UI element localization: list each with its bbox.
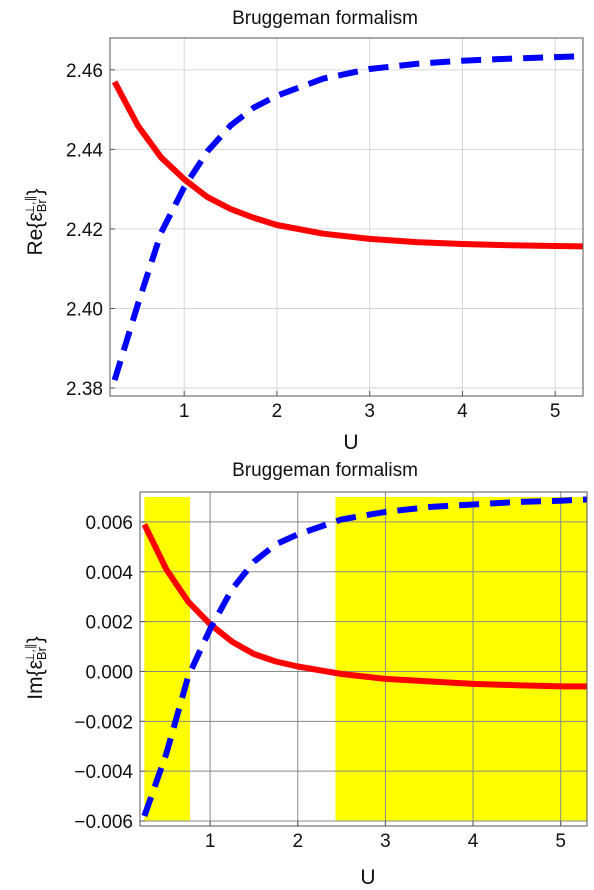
x-tick-label: 5 <box>550 401 561 422</box>
x-tick-label: 2 <box>292 831 303 852</box>
y-tick-label: 0.004 <box>85 563 133 584</box>
y-tick-label: 2.42 <box>66 220 103 241</box>
y-tick-label: 2.46 <box>66 61 103 82</box>
x-tick-label: 4 <box>457 401 468 422</box>
shaded-region <box>335 496 587 822</box>
series-line-blue <box>111 53 584 381</box>
y-axis-label: Im{εBr⊥,∥} <box>23 636 49 700</box>
x-axis-label: U <box>360 866 375 889</box>
x-tick-label: 5 <box>555 831 566 852</box>
y-tick-label: −0.006 <box>74 812 133 833</box>
x-tick-label: 1 <box>179 401 190 422</box>
y-tick-label: 0.002 <box>85 613 133 634</box>
y-tick-label: −0.002 <box>74 712 133 733</box>
chart-imaginary-part: Bruggeman formalism 1 2 3 4 5 −0.006 −0.004 −0.… <box>23 460 588 889</box>
chart-title: Bruggeman formalism <box>232 8 418 29</box>
y-tick-label: 2.44 <box>66 140 103 161</box>
chart-real-part: Bruggeman formalism 1 2 3 4 5 2.38 2.40 2.42 2.4… <box>23 8 584 454</box>
plot-frame <box>109 37 584 397</box>
x-tick-label: 1 <box>205 831 216 852</box>
y-tick-label: 0.000 <box>85 662 133 683</box>
y-tick-label: 0.006 <box>85 513 133 534</box>
x-axis-label: U <box>343 431 358 454</box>
y-tick-label: 2.40 <box>66 299 103 320</box>
y-axis-label: Re{εBr⊥,∥} <box>23 188 49 255</box>
y-tick-label: −0.004 <box>74 762 133 783</box>
plot-frame <box>139 491 588 827</box>
shaded-region <box>144 496 190 822</box>
series-line-blue <box>141 496 588 817</box>
x-tick-label: 3 <box>364 401 375 422</box>
series-line-red <box>111 80 584 250</box>
x-tick-label: 4 <box>468 831 479 852</box>
y-tick-label: 2.38 <box>66 379 103 400</box>
x-tick-label: 3 <box>380 831 391 852</box>
series-line-red <box>141 523 587 690</box>
chart-title: Bruggeman formalism <box>232 460 418 481</box>
x-tick-label: 2 <box>272 401 283 422</box>
